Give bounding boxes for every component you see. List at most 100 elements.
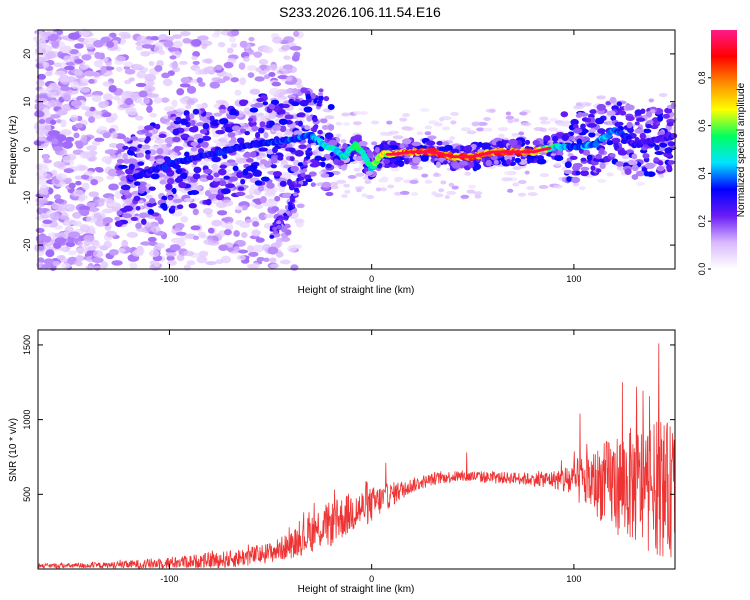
spectrogram-cloud-cell bbox=[588, 132, 596, 138]
spectrogram-cloud-cell bbox=[581, 128, 589, 134]
spectrogram-noise-cell bbox=[132, 63, 143, 69]
spectrogram-noise-cell bbox=[182, 37, 191, 44]
spectrogram-cloud-cell bbox=[292, 87, 298, 95]
spectrogram-cloud-cell bbox=[645, 123, 653, 129]
spectrogram-cloud-cell bbox=[303, 106, 313, 113]
spectrogram-cloud-cell bbox=[625, 115, 635, 122]
spectrogram-cloud-cell bbox=[237, 186, 245, 191]
spectrogram-cloud-cell bbox=[635, 170, 645, 177]
spectrogram-noise-cell bbox=[53, 160, 66, 168]
spectrogram-noise-cell bbox=[91, 114, 103, 119]
x-tick-label: 100 bbox=[566, 274, 581, 284]
spectrogram-noise-cell bbox=[386, 120, 393, 125]
spectrogram-cloud-cell bbox=[310, 92, 316, 100]
spectrogram-noise-cell bbox=[35, 235, 43, 243]
spectrogram-cloud-cell bbox=[188, 126, 199, 133]
spectrogram-noise-cell bbox=[186, 98, 196, 106]
spectrogram-cloud-cell bbox=[130, 216, 138, 221]
spectrogram-noise-cell bbox=[269, 87, 280, 96]
spectrogram-branch-cell bbox=[272, 226, 278, 231]
spectrogram-noise-cell bbox=[353, 110, 361, 115]
spectrogram-cloud-cell bbox=[506, 159, 512, 165]
spectrogram-noise-cell bbox=[202, 67, 210, 75]
spectrogram-branch-cell bbox=[269, 234, 275, 239]
spectrogram-noise-cell bbox=[214, 29, 221, 36]
spectrogram-noise-cell bbox=[282, 64, 294, 70]
spectrogram-noise-cell bbox=[42, 154, 49, 161]
spectrogram-noise-cell bbox=[118, 31, 131, 37]
spectrogram-cloud-cell bbox=[327, 124, 335, 131]
spectrogram-cloud-cell bbox=[129, 147, 138, 152]
spectrogram-noise-cell bbox=[547, 127, 559, 132]
spectrogram-noise-cell bbox=[92, 39, 105, 48]
spectrogram-noise-cell bbox=[342, 122, 350, 126]
spectrogram-cloud-cell bbox=[225, 183, 235, 189]
spectrogram-cloud-cell bbox=[383, 158, 391, 164]
spectrogram-noise-cell bbox=[180, 216, 189, 223]
spectrogram-cloud-cell bbox=[123, 137, 131, 142]
spectrogram-cloud-cell bbox=[306, 115, 313, 122]
spectrogram-noise-cell bbox=[176, 254, 185, 262]
spectrogram-noise-cell bbox=[150, 36, 160, 41]
spectrogram-noise-cell bbox=[635, 181, 646, 186]
spectrogram-noise-cell bbox=[242, 56, 250, 63]
spectrogram-noise-cell bbox=[287, 245, 297, 253]
spectrogram-noise-cell bbox=[109, 154, 117, 160]
spectrogram-noise-cell bbox=[80, 87, 91, 93]
spectrogram-noise-cell bbox=[198, 250, 209, 258]
spectrogram-noise-cell bbox=[388, 130, 399, 135]
spectrogram-cloud-cell bbox=[597, 128, 606, 134]
spectrogram-cloud-cell bbox=[178, 181, 187, 189]
spectrogram-noise-cell bbox=[38, 88, 49, 94]
spectrogram-noise-cell bbox=[107, 168, 119, 177]
spectrogram-noise-cell bbox=[482, 127, 493, 132]
spectrogram-noise-cell bbox=[42, 62, 50, 68]
spectrogram-cloud-cell bbox=[627, 127, 634, 134]
spectrogram-noise-cell bbox=[268, 64, 278, 72]
spectrogram-noise-cell bbox=[102, 100, 109, 108]
spectrogram-cloud-cell bbox=[634, 128, 645, 134]
spectrogram-cloud-cell bbox=[202, 122, 210, 130]
spectrogram-noise-cell bbox=[68, 231, 80, 238]
spectrogram-cloud-cell bbox=[215, 129, 226, 135]
spectrogram-noise-cell bbox=[62, 103, 70, 110]
spectrogram-noise-cell bbox=[75, 180, 82, 186]
spectrogram-branch-cell bbox=[316, 102, 322, 107]
colorbar-ticks: 0.0 0.2 0.4 0.6 0.8 bbox=[697, 72, 711, 275]
spectrogram-cloud-cell bbox=[199, 129, 208, 134]
spectrogram-noise-cell bbox=[75, 141, 84, 149]
y-tick-label: 10 bbox=[22, 97, 32, 107]
spectrogram-noise-cell bbox=[540, 120, 547, 125]
spectrogram-cloud-cell bbox=[200, 141, 209, 148]
spectrogram-noise-cell bbox=[65, 61, 76, 66]
spectrogram-noise-cell bbox=[79, 64, 89, 70]
spectrogram-noise-cell bbox=[246, 65, 258, 71]
spectrogram-noise-cell bbox=[226, 47, 234, 54]
spectrogram-noise-cell bbox=[104, 149, 117, 155]
spectrogram-noise-cell bbox=[336, 179, 347, 184]
spectrogram-noise-cell bbox=[507, 188, 514, 193]
spectrogram-cloud-cell bbox=[266, 182, 275, 189]
spectrogram-noise-cell bbox=[149, 249, 160, 258]
x-tick-label: 0 bbox=[369, 274, 374, 284]
spectrogram-noise-cell bbox=[248, 251, 259, 257]
spectrogram-noise-cell bbox=[335, 121, 342, 126]
spectrogram-cloud-cell bbox=[192, 108, 200, 115]
spectrogram-noise-cell bbox=[291, 54, 300, 62]
spectrogram-cloud-cell bbox=[133, 181, 141, 186]
spectrogram-noise-cell bbox=[40, 223, 51, 228]
spectrogram-noise-cell bbox=[474, 194, 482, 199]
spectrogram-noise-cell bbox=[149, 112, 157, 118]
spectrogram-noise-cell bbox=[68, 182, 76, 189]
spectrogram-noise-cell bbox=[55, 173, 68, 181]
spectrogram-noise-cell bbox=[61, 262, 71, 269]
spectrogram-noise-cell bbox=[434, 193, 444, 198]
spectrogram-cloud-cell bbox=[192, 173, 201, 180]
x-tick-label: 0 bbox=[369, 574, 374, 584]
spectrogram-noise-cell bbox=[441, 126, 451, 131]
spectrogram-cloud-cell bbox=[184, 151, 190, 158]
spectrogram-branch-cell bbox=[276, 220, 282, 225]
spectrogram-noise-cell bbox=[192, 51, 201, 58]
spectrogram-noise-cell bbox=[180, 77, 191, 84]
spectrogram-cloud-cell bbox=[282, 103, 290, 109]
